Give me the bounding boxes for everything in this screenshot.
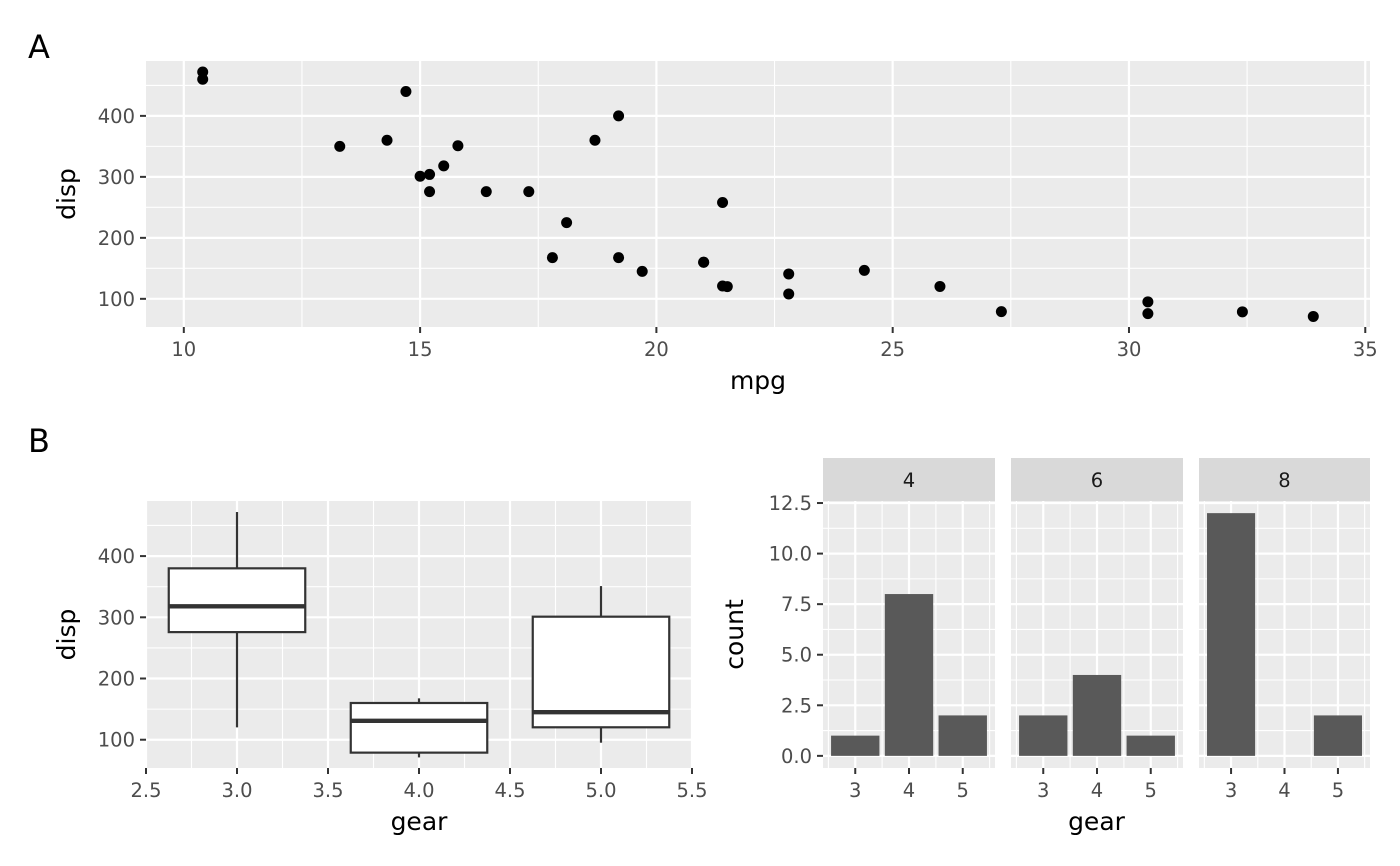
x-tick-label: 35 bbox=[1353, 338, 1378, 361]
x-tick-label: 15 bbox=[408, 338, 433, 361]
panel-b-faceted-bar: 0.0 2.5 5.0 7.5 10.0 12.5 4 3 4 5 6 3 4 5 8 3 4 5 gear coun… bbox=[720, 458, 1370, 836]
data-point bbox=[1307, 310, 1319, 322]
x-tick-label: 4 bbox=[903, 779, 915, 802]
y-tick-label: 10.0 bbox=[769, 543, 812, 566]
facet-strip bbox=[1011, 458, 1183, 501]
data-point bbox=[414, 170, 426, 182]
x-tick-label: 4 bbox=[1091, 779, 1103, 802]
data-point bbox=[334, 140, 346, 152]
bar bbox=[1126, 735, 1175, 756]
x-tick-label: 2.5 bbox=[130, 779, 161, 802]
data-point bbox=[424, 186, 436, 198]
facet-strip-label: 8 bbox=[1278, 469, 1290, 492]
x-tick-label: 25 bbox=[880, 338, 905, 361]
x-tick-label: 30 bbox=[1117, 338, 1142, 361]
x-axis-title: gear bbox=[1068, 807, 1126, 836]
y-tick-label: 100 bbox=[98, 288, 135, 311]
y-tick-label: 300 bbox=[98, 166, 135, 189]
data-point bbox=[546, 252, 558, 264]
x-tick-label: 5 bbox=[1145, 779, 1157, 802]
y-tick-label: 200 bbox=[98, 668, 135, 691]
data-point bbox=[995, 306, 1007, 318]
data-point bbox=[636, 265, 648, 277]
bar bbox=[1207, 513, 1256, 756]
data-point bbox=[613, 110, 625, 122]
y-tick-label: 5.0 bbox=[781, 644, 812, 667]
bar bbox=[938, 715, 987, 756]
y-tick-label: 400 bbox=[98, 105, 135, 128]
facet-strip bbox=[1199, 458, 1370, 501]
facet-strip-label: 4 bbox=[903, 469, 915, 492]
data-point bbox=[1142, 308, 1154, 320]
x-tick-label: 5 bbox=[1332, 779, 1344, 802]
data-point bbox=[197, 73, 209, 85]
bar bbox=[1072, 674, 1122, 756]
data-point bbox=[400, 85, 412, 97]
x-tick-label: 20 bbox=[644, 338, 669, 361]
data-point bbox=[589, 134, 601, 146]
x-axis-title: mpg bbox=[730, 366, 786, 395]
bar bbox=[1313, 715, 1362, 756]
data-point bbox=[480, 186, 492, 198]
y-axis-title: count bbox=[720, 599, 749, 670]
box-body bbox=[167, 567, 307, 634]
y-tick-label: 12.5 bbox=[769, 492, 812, 515]
data-point bbox=[783, 268, 795, 280]
box-body bbox=[531, 615, 671, 729]
data-point bbox=[424, 168, 436, 180]
data-point bbox=[698, 256, 710, 268]
y-axis-title: disp bbox=[52, 609, 81, 661]
x-tick-label: 3.0 bbox=[221, 779, 252, 802]
box-body bbox=[349, 701, 489, 754]
data-point bbox=[783, 288, 795, 300]
panel-b-boxplot: 2.5 3.0 3.5 4.0 4.5 5.0 5.5 100 200 300 400 gear dis… bbox=[52, 501, 708, 836]
x-tick-label: 3 bbox=[1225, 779, 1237, 802]
bar bbox=[831, 735, 880, 756]
facet-strip-label: 6 bbox=[1091, 469, 1103, 492]
data-point bbox=[858, 264, 870, 276]
y-tick-label: 400 bbox=[98, 545, 135, 568]
x-tick-label: 5.5 bbox=[676, 779, 707, 802]
data-point bbox=[381, 134, 393, 146]
y-tick-label: 7.5 bbox=[781, 593, 812, 616]
data-point bbox=[438, 160, 450, 172]
x-tick-label: 4.0 bbox=[403, 779, 434, 802]
data-point bbox=[1236, 306, 1248, 318]
x-axis-title: gear bbox=[391, 807, 449, 836]
x-tick-label: 4.5 bbox=[494, 779, 525, 802]
data-point bbox=[452, 140, 464, 152]
tag-b: B bbox=[28, 422, 50, 460]
x-tick-label: 3.5 bbox=[312, 779, 343, 802]
y-axis-title: disp bbox=[52, 168, 81, 220]
bar bbox=[884, 594, 934, 756]
facet-strip bbox=[823, 458, 995, 501]
tag-a: A bbox=[28, 28, 50, 66]
x-tick-label: 5 bbox=[957, 779, 969, 802]
data-point bbox=[717, 196, 729, 208]
data-point bbox=[561, 217, 573, 229]
y-tick-label: 100 bbox=[98, 729, 135, 752]
panel-a-scatter: 10 15 20 25 30 35 100 200 300 400 mpg disp bbox=[52, 61, 1378, 395]
x-tick-label: 4 bbox=[1278, 779, 1290, 802]
x-tick-label: 5.0 bbox=[585, 779, 616, 802]
x-tick-label: 3 bbox=[1037, 779, 1049, 802]
y-tick-label: 0.0 bbox=[781, 745, 812, 768]
data-point bbox=[1142, 296, 1154, 308]
data-point bbox=[523, 186, 535, 198]
data-point bbox=[613, 252, 625, 264]
x-tick-label: 10 bbox=[171, 338, 196, 361]
y-tick-label: 200 bbox=[98, 227, 135, 250]
y-tick-label: 300 bbox=[98, 606, 135, 629]
bar bbox=[1019, 715, 1068, 756]
data-point bbox=[717, 280, 729, 292]
x-tick-label: 3 bbox=[849, 779, 861, 802]
y-tick-label: 2.5 bbox=[781, 694, 812, 717]
data-point bbox=[934, 280, 946, 292]
panel-a-background bbox=[146, 61, 1370, 327]
